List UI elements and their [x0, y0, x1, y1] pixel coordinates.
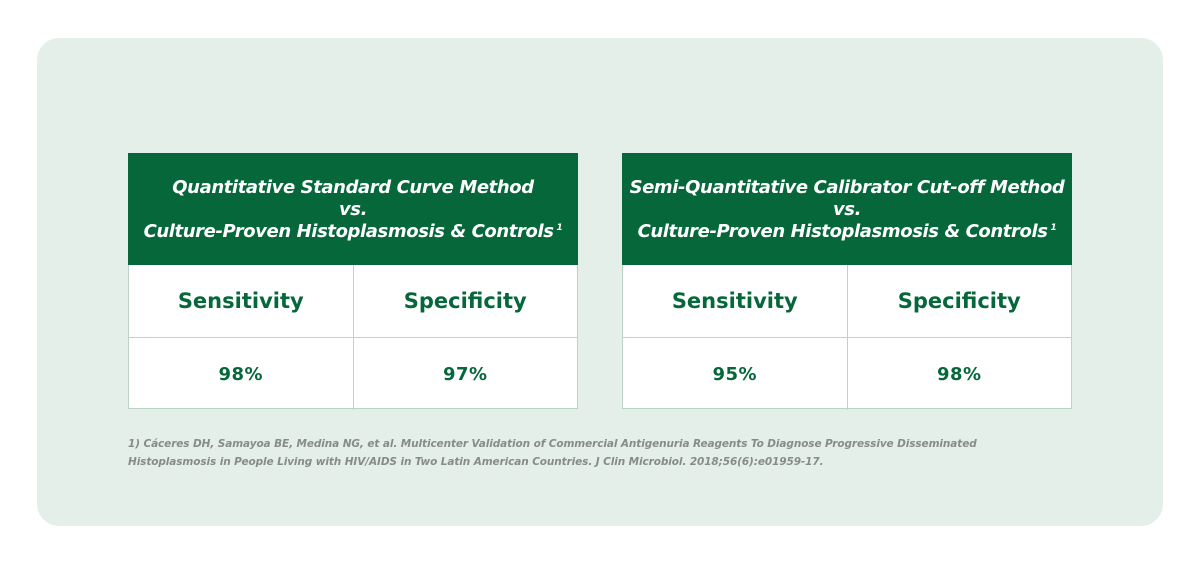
header-comparison: Culture-Proven Histoplasmosis & Controls — [637, 221, 1048, 242]
footnote-line: Histoplasmosis in People Living with HIV… — [128, 456, 824, 468]
label-row: Sensitivity Specificity — [623, 265, 1071, 338]
footnote-line: 1) Cáceres DH, Samayoa BE, Medina NG, et… — [128, 438, 977, 450]
value-row: 98% 97% — [129, 338, 577, 410]
semi-quantitative-method-table: Semi-Quantitative Calibrator Cut-off Met… — [622, 153, 1072, 410]
specificity-label: Specificity — [352, 265, 578, 337]
footnote-reference: 1 — [556, 223, 563, 233]
value-row: 95% 98% — [623, 338, 1071, 410]
sensitivity-value: 95% — [712, 363, 758, 385]
header-comparison: Culture-Proven Histoplasmosis & Controls — [143, 221, 554, 242]
specificity-value: 98% — [846, 338, 1072, 410]
sensitivity-label: Sensitivity — [671, 289, 798, 313]
quantitative-method-table: Quantitative Standard Curve Method vs. C… — [128, 153, 578, 410]
specificity-label: Specificity — [846, 265, 1072, 337]
sensitivity-value: 98% — [218, 363, 264, 385]
table-header: Semi-Quantitative Calibrator Cut-off Met… — [622, 153, 1072, 265]
label-row: Sensitivity Specificity — [129, 265, 577, 338]
header-vs: vs. — [338, 199, 368, 220]
specificity-value: 97% — [352, 338, 578, 410]
header-method: Quantitative Standard Curve Method — [172, 177, 534, 198]
footnote-reference: 1 — [1050, 223, 1057, 233]
header-method: Semi-Quantitative Calibrator Cut-off Met… — [629, 177, 1065, 198]
citation-footnote: 1) Cáceres DH, Samayoa BE, Medina NG, et… — [128, 435, 1028, 471]
sensitivity-label: Sensitivity — [177, 289, 304, 313]
header-vs: vs. — [832, 199, 862, 220]
table-header: Quantitative Standard Curve Method vs. C… — [128, 153, 578, 265]
